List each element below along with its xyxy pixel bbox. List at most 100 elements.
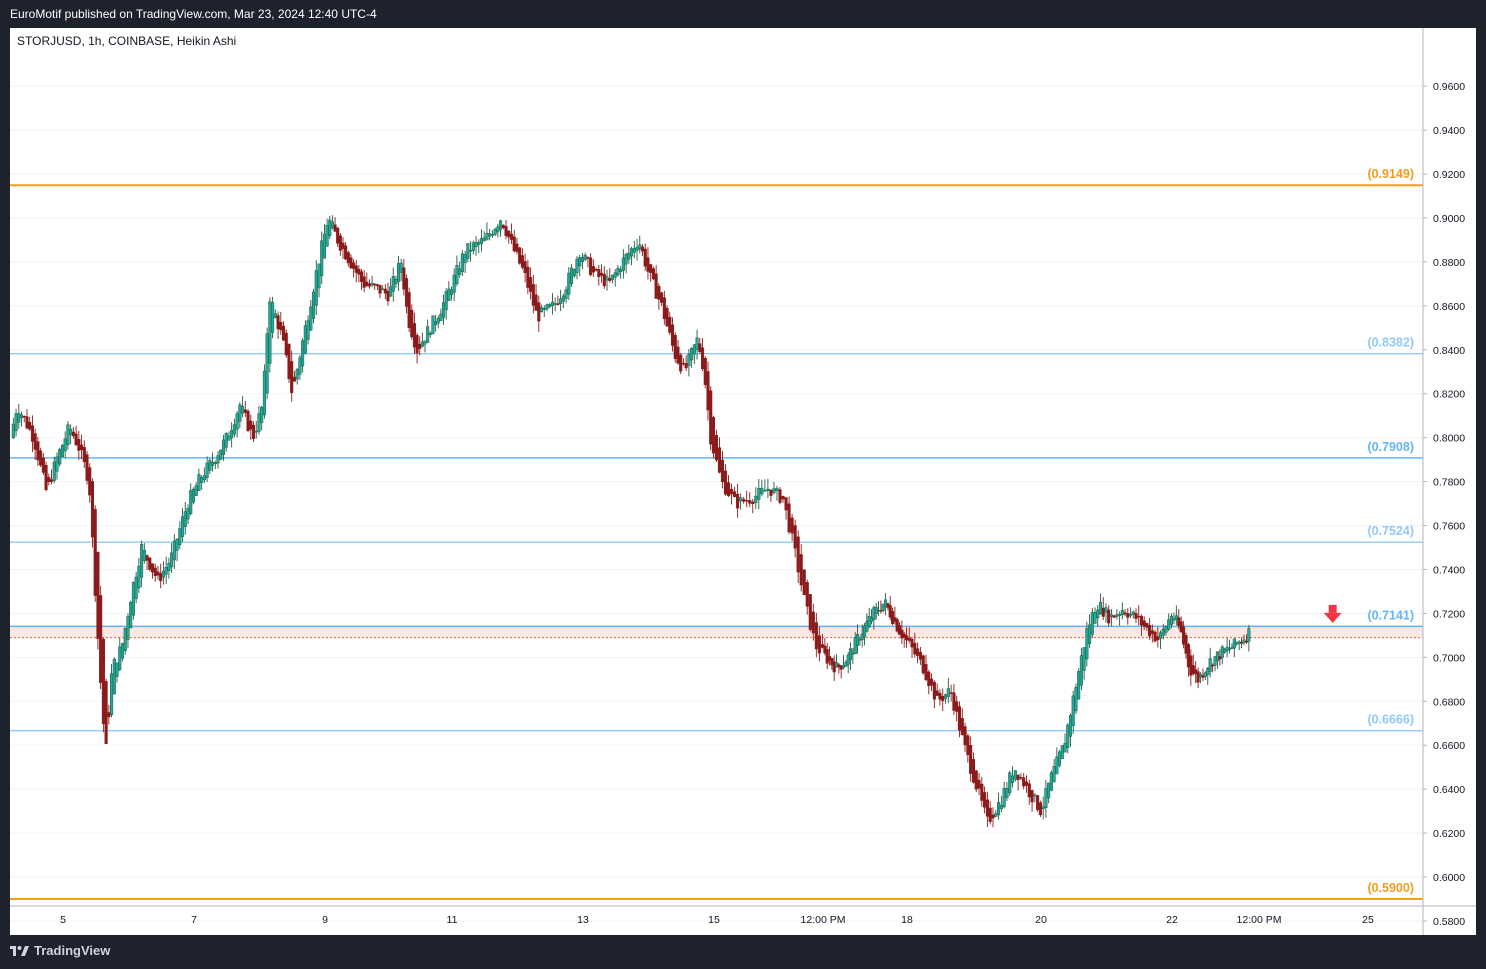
price-tick-label: 0.7200 <box>1433 608 1465 620</box>
candle-body <box>389 286 393 297</box>
candle-body <box>452 274 456 293</box>
time-axis[interactable]: 5 7 9 11 13 15 12:00 PM 18 20 22 12:00 PM 25 <box>60 914 1374 926</box>
time-tick-label: 22 <box>1166 914 1178 926</box>
candle-body <box>1112 615 1116 618</box>
candle-body <box>303 325 307 354</box>
candle-body <box>660 292 664 303</box>
candle-body <box>1120 610 1124 616</box>
candle-body <box>790 517 794 534</box>
candle-body <box>279 321 283 331</box>
price-tick-label: 0.6400 <box>1433 784 1465 796</box>
candle-body <box>969 745 973 774</box>
price-tick-label: 0.6600 <box>1433 740 1465 752</box>
candle-body <box>499 220 503 230</box>
time-tick-label: 9 <box>322 914 328 926</box>
candle-body <box>386 290 390 302</box>
candle-body <box>96 552 100 639</box>
candle-body <box>1167 619 1171 630</box>
candle-body <box>983 792 987 808</box>
candle-body <box>426 326 430 343</box>
candle-body <box>621 257 625 271</box>
candle-body <box>966 735 970 756</box>
candle-body <box>1107 609 1111 624</box>
candle-body <box>309 306 313 331</box>
candle-body <box>243 409 247 413</box>
candle-body <box>14 413 18 432</box>
candle-body <box>301 340 305 367</box>
candle-body <box>657 285 661 300</box>
price-axis[interactable]: 0.9600 0.9400 0.9200 0.9000 0.8800 0.8600 0.84… <box>1423 81 1465 928</box>
candle-body <box>131 582 135 616</box>
candle-body <box>129 602 133 629</box>
candle-body <box>610 274 615 280</box>
level-label: (0.7141) <box>1367 608 1414 622</box>
candle-body <box>104 681 108 744</box>
candle-body <box>434 321 438 326</box>
time-tick-label: 5 <box>60 914 66 926</box>
level-label: (0.9149) <box>1367 167 1414 181</box>
candle-body <box>539 307 544 313</box>
tradingview-brand[interactable]: TradingView <box>34 943 111 958</box>
candle-body <box>1077 671 1081 700</box>
candle-body <box>1079 655 1083 686</box>
candle-body <box>44 464 48 490</box>
chart-svg[interactable]: 0.9600 0.9400 0.9200 0.9000 0.8800 0.8600 0.84… <box>10 28 1476 935</box>
candle-body <box>260 406 264 423</box>
candle-body <box>802 569 806 596</box>
candle-body <box>963 726 967 746</box>
candle-body <box>167 563 171 572</box>
chart-frame[interactable]: 0.9600 0.9400 0.9200 0.9000 0.8800 0.8600 0.84… <box>10 28 1476 935</box>
candle-body <box>349 257 353 269</box>
price-tick-label: 0.9400 <box>1433 125 1465 137</box>
time-tick-label: 13 <box>577 914 589 926</box>
candle-body <box>292 376 296 382</box>
candle-body <box>760 487 764 495</box>
candle-body <box>11 423 15 438</box>
candle-body <box>1027 783 1031 798</box>
candle-body <box>1008 772 1012 794</box>
candle-body <box>597 269 601 278</box>
candle-body <box>1049 772 1053 791</box>
candle-body <box>952 692 956 711</box>
candle-body <box>695 337 699 350</box>
candle-body <box>85 454 89 481</box>
candle-body <box>200 476 204 483</box>
candle-body <box>736 493 740 509</box>
candle-body <box>745 500 749 502</box>
candle-body <box>463 253 467 264</box>
candle-body <box>140 544 144 578</box>
candle-body <box>88 467 92 496</box>
candle-body <box>1063 743 1067 753</box>
candle-body <box>183 511 187 527</box>
candle-body <box>137 565 141 589</box>
candle-body <box>191 488 196 503</box>
candle-body <box>1137 615 1141 618</box>
candle-body <box>336 227 340 244</box>
candle-body <box>751 501 755 505</box>
candle-body <box>394 278 398 285</box>
candle-body <box>362 276 366 288</box>
candle-body <box>208 460 212 471</box>
candle-body <box>733 491 737 497</box>
candle-body <box>273 313 277 318</box>
candle-body <box>523 261 527 273</box>
candles <box>11 215 1251 828</box>
candle-body <box>404 278 409 307</box>
candle-body <box>690 348 694 361</box>
candle-body <box>488 233 492 237</box>
candle-body <box>537 302 541 322</box>
candle-body <box>39 450 43 466</box>
candle-body <box>474 241 478 248</box>
candle-body <box>913 642 917 655</box>
time-tick-label: 12:00 PM <box>1237 914 1282 926</box>
candle-body <box>74 433 78 446</box>
price-tick-label: 0.9600 <box>1433 81 1465 93</box>
candle-body <box>711 417 716 454</box>
candle-body <box>676 346 680 364</box>
candle-body <box>493 229 497 235</box>
time-tick-label: 25 <box>1362 914 1374 926</box>
candle-body <box>246 410 250 431</box>
candle-body <box>412 323 416 348</box>
tradingview-logo-icon[interactable] <box>10 944 30 958</box>
price-tick-label: 0.8800 <box>1433 257 1465 269</box>
